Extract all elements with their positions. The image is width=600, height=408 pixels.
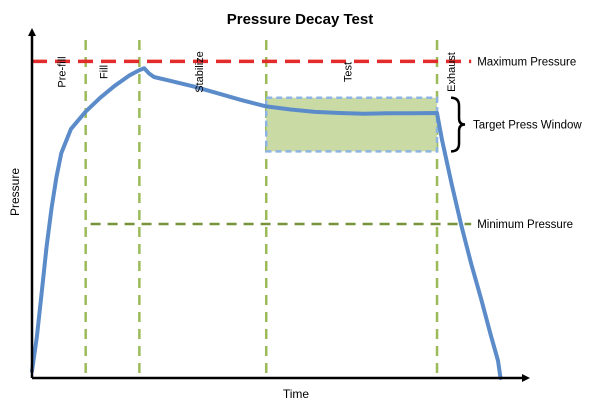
target-window-brace [450, 96, 466, 153]
phase-label-exhaust: Exhaust [446, 52, 458, 92]
target-press-window-label: Target Press Window [473, 120, 582, 132]
labels-layer: Maximum Pressure Minimum Pressure Target P… [57, 51, 583, 231]
target-window-layer [264, 96, 439, 153]
maximum-pressure-label: Maximum Pressure [477, 56, 576, 68]
phase-label-pre-fill: Pre-fill [57, 56, 69, 87]
x-axis-label: Time [283, 387, 310, 401]
y-axis-label: Pressure [8, 168, 22, 216]
series-layer [30, 66, 503, 380]
pressure-curve [30, 66, 503, 380]
minimum-pressure-label: Minimum Pressure [477, 219, 573, 231]
phase-label-fill: Fill [99, 65, 111, 79]
phase-label-test: Test [343, 62, 355, 82]
target-press-window [264, 96, 439, 153]
phase-label-stabilize: Stabilize [194, 51, 206, 93]
chart-title: Pressure Decay Test [227, 11, 373, 28]
guides-layer [32, 40, 472, 378]
